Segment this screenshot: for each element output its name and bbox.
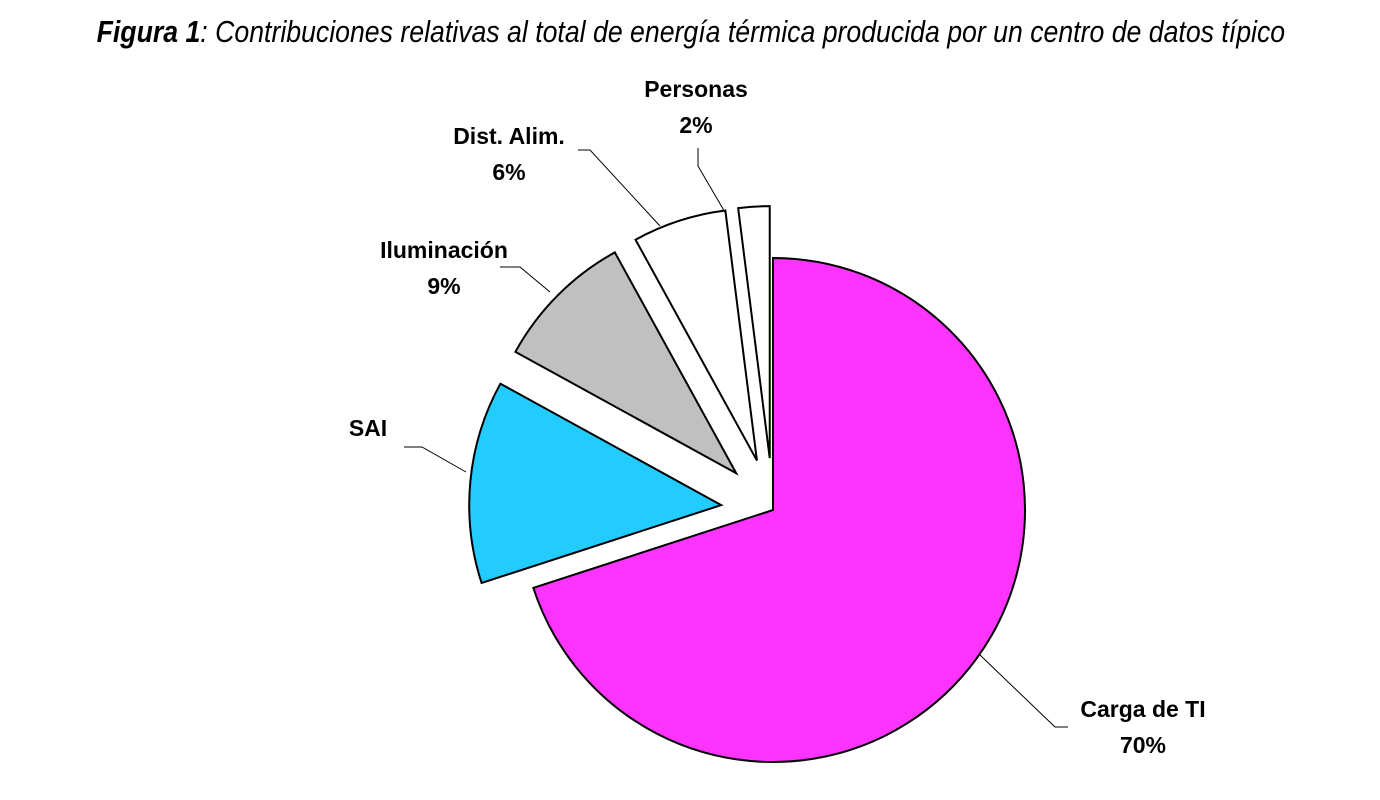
figure-caption: : Contribuciones relativas al total de e… [200, 14, 1286, 49]
value-dist-alim: 6% [492, 159, 525, 185]
label-personas: Personas [644, 76, 748, 102]
pie-slices [468, 205, 1026, 763]
label-iluminacion: Iluminación [380, 237, 508, 263]
label-carga-de-ti: Carga de TI [1080, 696, 1205, 722]
slice-sai [468, 382, 724, 585]
slice-carga-de-ti [532, 256, 1026, 763]
figure-number: Figura 1 [96, 14, 201, 49]
leader-lines [404, 148, 1068, 728]
leader-line-dist-alim [578, 149, 661, 227]
label-dist-alim: Dist. Alim. [453, 123, 565, 149]
label-sai: SAI [349, 415, 387, 441]
leader-line-iluminacion [500, 266, 551, 293]
leader-line-carga-de-ti [979, 654, 1068, 728]
value-carga-de-ti: 70% [1120, 732, 1166, 758]
value-personas: 2% [679, 112, 712, 138]
slice-labels: Carga de TI 70% SAI Iluminación 9% Dist. Alim… [349, 76, 1206, 758]
leader-line-sai [404, 446, 467, 473]
figure-title: Figura 1: Contribuciones relativas al to… [96, 14, 1286, 50]
value-iluminacion: 9% [427, 273, 460, 299]
slice-iluminacion [514, 251, 739, 476]
slice-personas [737, 205, 771, 459]
slice-dist-alim [634, 209, 758, 462]
leader-line-personas [697, 148, 727, 215]
